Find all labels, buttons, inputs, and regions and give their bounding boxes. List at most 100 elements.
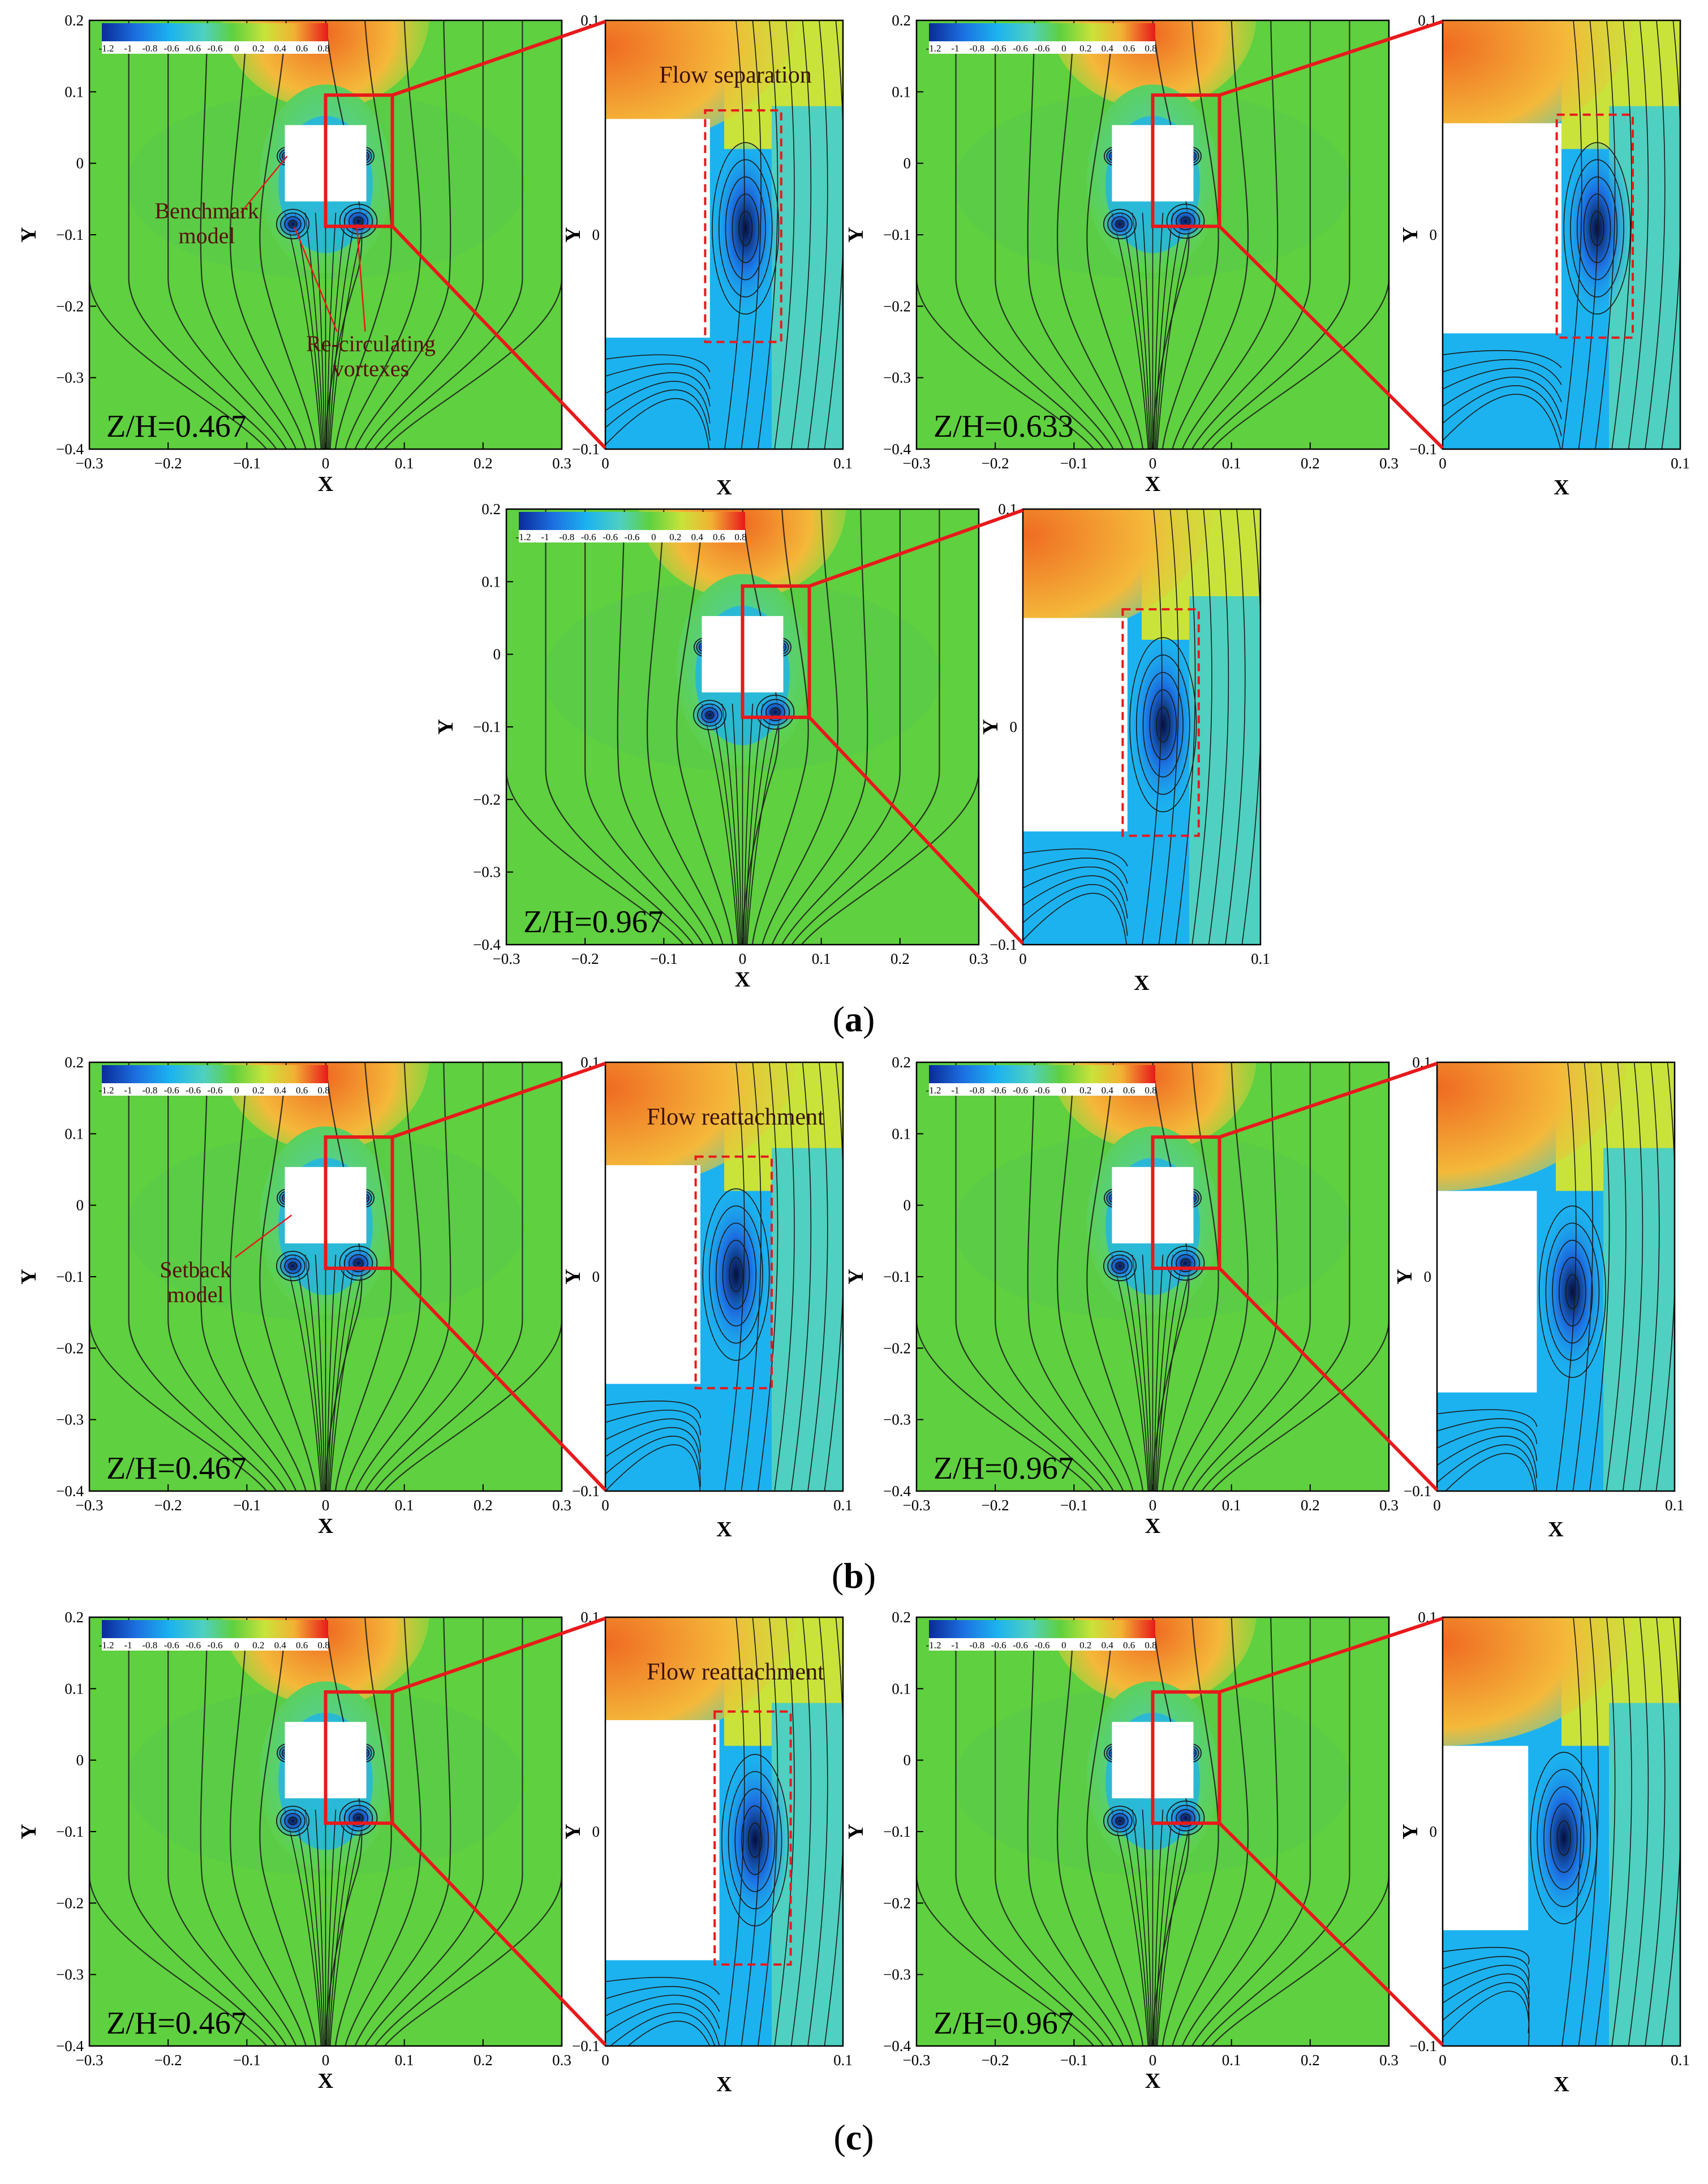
- y-tick-label: 0.1: [64, 83, 84, 100]
- zoom-streamline: [774, 1617, 795, 2046]
- zoom-y-tick-label: 0: [592, 1268, 600, 1285]
- streamline: [771, 509, 868, 945]
- wake-streamline: [304, 1255, 324, 1491]
- wake-streamline: [1154, 213, 1174, 449]
- zoom-x-tick-label: 0: [601, 1497, 609, 1514]
- wake-streamline: [1153, 1255, 1164, 1491]
- wake-streamline: [315, 1255, 325, 1491]
- wake-streamline: [326, 213, 337, 449]
- streamline: [761, 509, 839, 945]
- note-leader: [356, 224, 366, 332]
- vortex-ring: [276, 1251, 309, 1282]
- wake-streamline: [1111, 1809, 1149, 2046]
- connector-line: [808, 716, 1025, 945]
- streamline: [200, 20, 297, 449]
- zoom-x-axis-label: X: [1548, 1518, 1563, 1541]
- zoom-y-tick-label: 0: [592, 226, 600, 243]
- zoom-vortex: [712, 143, 779, 315]
- wake-streamline: [743, 704, 754, 945]
- colorbar: [519, 512, 745, 530]
- colorbar-label: 0.8: [734, 532, 746, 542]
- connector-line: [1218, 1267, 1439, 1492]
- zoom-x-axis-label: X: [1554, 2073, 1569, 2096]
- x-tick-label: −0.1: [650, 950, 678, 967]
- streamline: [354, 1617, 451, 2046]
- colorbar-label: 0.2: [252, 43, 264, 54]
- vortex-ring: [349, 212, 368, 231]
- zoom-frame: [1442, 1616, 1681, 2047]
- y-tick-label: −0.3: [883, 1966, 911, 1983]
- x-tick-label: 0.3: [552, 2052, 571, 2069]
- zoom-vortex: [1130, 637, 1197, 812]
- streamline: [1086, 1062, 1144, 1491]
- colorbar-label: 0.8: [1145, 1640, 1156, 1651]
- vortex-ring: [349, 1254, 368, 1273]
- wake-streamline: [1155, 1809, 1184, 2046]
- wake-streamline: [327, 1810, 347, 2046]
- streamline: [229, 20, 307, 449]
- zoom-x-tick-label: 0.1: [1665, 1497, 1684, 1514]
- streamline: [354, 20, 451, 449]
- vortex-core: [756, 695, 794, 730]
- y-tick-label: −0.4: [56, 441, 84, 458]
- wake-streamline: [1154, 1810, 1174, 2046]
- zoom-x-axis-label: X: [1554, 476, 1569, 499]
- streamline: [1201, 1617, 1350, 2046]
- colorbar: [102, 1065, 328, 1083]
- zoom-vortex-ring: [1129, 637, 1197, 812]
- separation-box: [1555, 113, 1634, 339]
- x-axis-label: X: [735, 968, 750, 992]
- x-tick-label: 0.1: [395, 2052, 414, 2069]
- zoom-lower-streamline: [605, 1444, 701, 1491]
- wake-streamline: [329, 212, 367, 449]
- wake-streamline: [732, 704, 742, 945]
- colorbar-label: 0.2: [252, 1640, 264, 1651]
- zoom-streamline: [741, 1062, 762, 1491]
- z-h-label: Z/H=0.967: [523, 904, 664, 940]
- vortex-ring: [756, 695, 795, 730]
- vortex-core: [339, 204, 377, 239]
- y-tick-label: −0.2: [883, 298, 911, 315]
- wake-streamline: [1121, 212, 1150, 449]
- zoom-streamline: [807, 20, 828, 449]
- flow-annotation: Flow reattachment: [647, 1104, 824, 1130]
- colorbar-label: -1.2: [99, 43, 114, 54]
- colorbar-label: -0.6: [581, 532, 596, 542]
- streamline: [334, 1062, 392, 1491]
- note-text: model: [167, 1282, 224, 1307]
- x-tick-label: −0.1: [1060, 2052, 1088, 2069]
- wake-streamline: [284, 1254, 322, 1491]
- y-axis-label: Y: [844, 1824, 868, 1839]
- colorbar-label: 0.2: [1079, 1640, 1091, 1651]
- vortex-ring: [288, 219, 298, 229]
- vortex-core: [276, 1251, 309, 1281]
- zoom-field: [1023, 509, 1260, 945]
- main-plot-c1: -1.2 -1 -0.8 -0.6 -0.6 -0.6 0 0.2 0.4 0.6 0.8−0.3−…: [17, 1609, 571, 2093]
- streamline: [128, 1617, 277, 2046]
- x-tick-label: −0.3: [76, 2052, 104, 2069]
- y-tick-label: 0.2: [64, 1054, 84, 1071]
- streamline: [1201, 1062, 1350, 1491]
- zoom-y-tick-label: −0.1: [1404, 1483, 1431, 1500]
- y-tick-label: −0.2: [883, 1894, 911, 1911]
- colorbar-label: 0.6: [1123, 1640, 1135, 1651]
- y-tick-label: −0.1: [56, 1268, 84, 1285]
- y-tick-label: 0.1: [481, 573, 501, 590]
- x-tick-label: −0.3: [903, 1497, 931, 1514]
- zoom-vortex-ring: [722, 1239, 750, 1309]
- vortex-ring: [339, 1246, 378, 1281]
- streamline: [545, 509, 694, 945]
- x-tick-label: −0.3: [493, 950, 520, 967]
- zoom-streamline: [724, 1062, 745, 1491]
- zoom-streamline: [1208, 509, 1229, 945]
- zoom-stagnation: [1437, 1062, 1627, 1191]
- zoom-vortex-ring: [1570, 159, 1624, 298]
- streamline: [200, 1617, 297, 2046]
- zoom-x-tick-label: 0.1: [833, 2052, 853, 2069]
- zoom-x-tick-label: 0: [1433, 1497, 1441, 1514]
- wake-streamline: [1142, 1810, 1152, 2046]
- zoom-streamline: [724, 1617, 745, 2046]
- contour-field: [917, 20, 1389, 449]
- zoom-lower-streamline: [605, 1410, 701, 1436]
- zoom-y-tick-label: 0: [1430, 1823, 1438, 1840]
